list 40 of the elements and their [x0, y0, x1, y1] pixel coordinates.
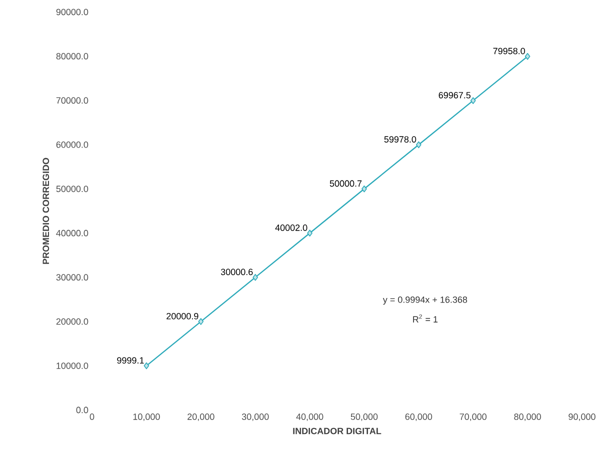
point [416, 141, 422, 148]
data-label: 9999.1 [117, 357, 144, 364]
y-tick-label: 50000.0 [56, 186, 88, 192]
y-tick-label: 70000.0 [56, 97, 88, 104]
annotation: R$^{2}$ = 1 [413, 314, 438, 322]
data-label: 50000.7 [330, 180, 362, 187]
y-tick-label: 60000.0 [56, 141, 88, 148]
x-tick-label: 20,000 [188, 414, 214, 421]
x-tick-label: 30,000 [242, 414, 269, 421]
data-label: 20000.9 [166, 312, 198, 320]
data-label: 30000.6 [220, 268, 253, 276]
x-tick-label: 40,000 [296, 414, 324, 421]
point [524, 53, 530, 60]
y-axis-title: PROMEDIO CORREGIDO [42, 158, 50, 264]
x-tick-label: 60,000 [405, 414, 432, 421]
x-tick-label: 80,000 [514, 414, 541, 421]
x-tick-label: 50,000 [350, 414, 378, 421]
point [252, 274, 258, 281]
point [362, 185, 367, 192]
x-tick-label: 90,000 [568, 414, 596, 421]
point [307, 230, 312, 237]
data-label: 79958.0 [493, 48, 525, 54]
y-tick-label: 0.0 [76, 406, 88, 414]
x-tick-label: 10,000 [133, 414, 160, 421]
y-tick-label: 20000.0 [56, 318, 88, 325]
y-tick-label: 10000.0 [56, 362, 88, 369]
annotation: y = 0.9994x + 16.368 [382, 296, 468, 305]
x-axis-title: INDICADOR DIGITAL [293, 428, 382, 434]
y-tick-label: 40000.0 [56, 230, 88, 236]
y-tick-label: 90000.0 [56, 8, 88, 16]
y-tick-label: 30000.0 [56, 274, 88, 281]
x-tick-label: 0 [90, 414, 94, 420]
point [470, 97, 476, 104]
point [198, 318, 204, 325]
data-label: 69967.5 [438, 92, 471, 98]
y-tick-label: 80000.0 [56, 53, 88, 60]
x-tick-label: 70,000 [460, 414, 487, 421]
data-label: 40002.0 [275, 224, 308, 231]
point [144, 362, 150, 370]
data-label: 59978.0 [384, 136, 416, 143]
